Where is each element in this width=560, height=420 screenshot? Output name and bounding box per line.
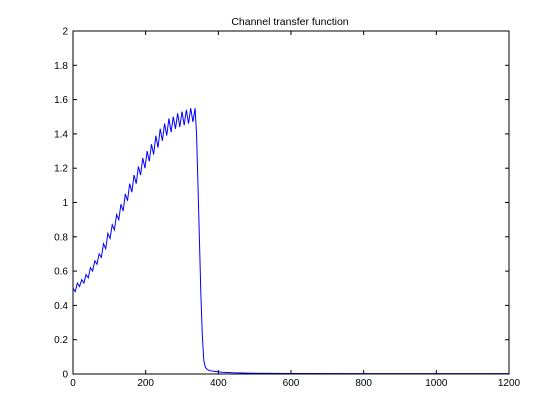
y-tick-label: 0.6: [54, 267, 68, 278]
y-tick-label: 0.2: [54, 335, 68, 346]
plot-area: [73, 31, 509, 374]
y-tick-label: 0: [62, 370, 68, 381]
x-tick-label: 0: [70, 378, 76, 389]
y-tick-label: 1.2: [54, 164, 68, 175]
y-tick-label: 0.4: [54, 301, 68, 312]
x-tick-label: 600: [283, 378, 300, 389]
x-tick-label: 1200: [498, 378, 521, 389]
y-axis: 0 0.2 0.4 0.6 0.8 1 1.2 1.4 1.6 1.8 2: [54, 27, 509, 381]
y-tick-label: 1.4: [54, 129, 68, 140]
y-tick-label: 0.8: [54, 232, 68, 243]
x-tick-label: 400: [210, 378, 227, 389]
x-tick-label: 800: [355, 378, 372, 389]
chart-title: Channel transfer function: [231, 16, 348, 28]
y-tick-label: 2: [62, 27, 68, 38]
x-tick-label: 1000: [425, 378, 448, 389]
y-tick-label: 1.6: [54, 95, 68, 106]
plot-frame: [72, 30, 510, 375]
y-tick-label: 1.8: [54, 61, 68, 72]
x-axis: 0 200 400 600 800 1000 1200: [70, 31, 521, 389]
y-tick-label: 1: [62, 198, 68, 209]
x-tick-label: 200: [137, 378, 154, 389]
series-line: [72, 108, 509, 375]
